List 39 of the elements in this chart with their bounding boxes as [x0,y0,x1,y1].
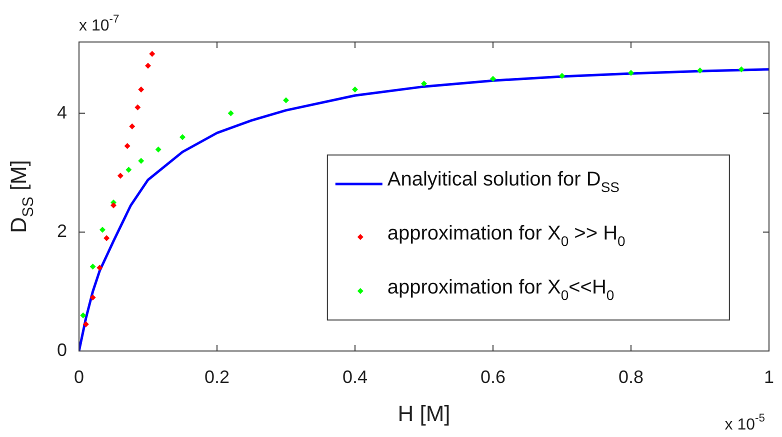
point [421,80,427,87]
point [99,226,106,233]
x-tick-label: 0.6 [480,366,506,387]
point [117,172,124,179]
point [82,321,89,328]
point [110,202,116,208]
point [138,86,144,93]
x-tick-label: 0.2 [204,366,230,387]
point [696,68,703,74]
x-tick-label: 0.8 [618,366,644,387]
point [628,70,634,76]
x-tick-label: 0 [74,366,84,387]
point [104,235,110,242]
point [558,72,565,79]
point [283,97,289,104]
point [352,86,358,93]
point [126,166,132,173]
x-axis-title: H [M] [398,401,450,426]
point [134,104,141,110]
point [124,142,130,149]
point [80,312,86,318]
y-tick-label: 4 [56,102,67,122]
point [90,264,96,270]
point [96,264,103,271]
point [228,110,234,116]
y-axis-title: DSS [M] [6,160,38,234]
x-tick-label: 1 [764,366,774,387]
y-tick-label: 2 [56,221,67,242]
point [180,134,186,140]
point [138,158,144,164]
point [149,50,156,57]
y-tick-label: 0 [56,340,67,360]
point [90,294,96,301]
point [738,66,744,72]
point [490,76,496,82]
point [129,123,136,130]
point [155,146,162,153]
x-tick-label: 0.4 [342,366,368,387]
point [145,62,151,69]
